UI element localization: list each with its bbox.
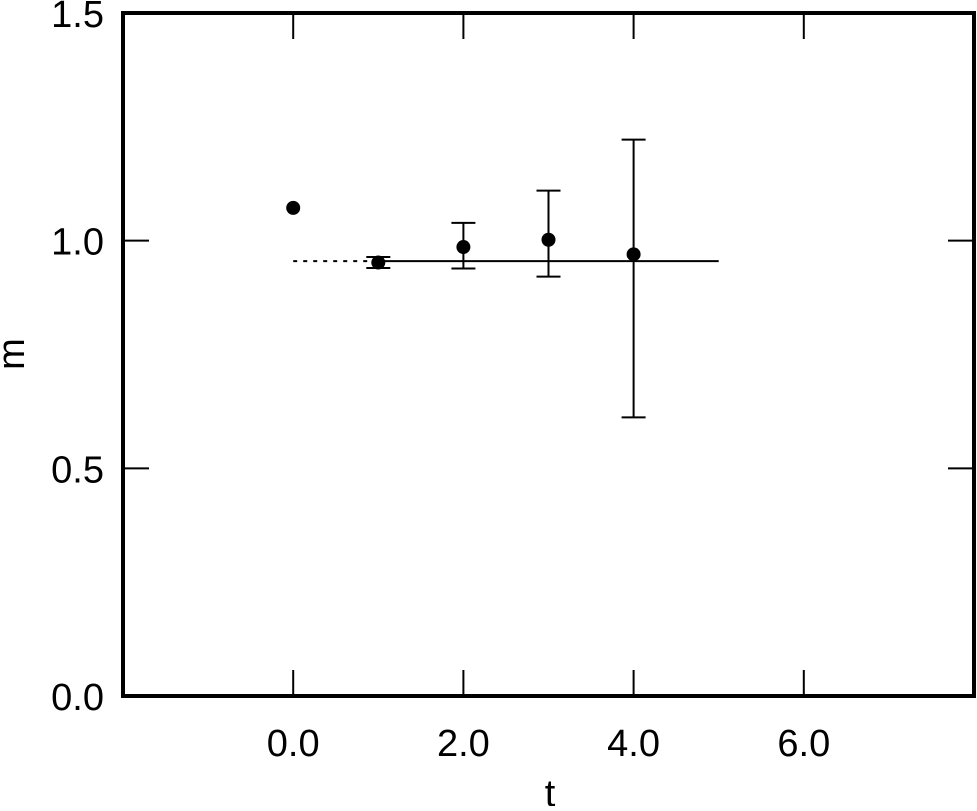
data-point xyxy=(456,240,471,255)
y-tick-label: 0.5 xyxy=(51,449,104,491)
x-axis-label: t xyxy=(545,773,556,806)
y-axis-label: m xyxy=(0,338,33,370)
x-tick-label: 2.0 xyxy=(437,723,490,765)
data-point xyxy=(371,255,386,270)
y-tick-label: 1.0 xyxy=(51,222,104,264)
axis-tick-labels: 0.0 2.0 4.0 6.0 0.0 0.5 1.0 1.5 xyxy=(51,0,830,765)
error-bars xyxy=(366,138,646,419)
y-tick-label: 0.0 xyxy=(51,677,104,719)
x-tick-label: 6.0 xyxy=(777,723,830,765)
data-point xyxy=(286,200,301,215)
y-tick-label: 1.5 xyxy=(51,0,104,36)
axis-ticks xyxy=(123,12,974,697)
x-tick-label: 4.0 xyxy=(607,723,660,765)
plot-frame xyxy=(121,11,976,698)
data-point xyxy=(541,232,556,247)
data-points xyxy=(286,200,641,270)
x-tick-label: 0.0 xyxy=(267,723,320,765)
data-point xyxy=(626,247,641,262)
